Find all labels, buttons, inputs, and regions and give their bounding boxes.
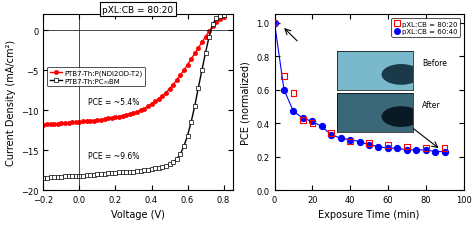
Point — [440, 150, 447, 154]
Point — [327, 132, 334, 135]
Point — [279, 88, 287, 92]
PTB7-Th:PC₇₀BM — [159, 166, 165, 169]
Point — [365, 143, 372, 147]
PTB7-Th:PC₇₀BM — [80, 175, 86, 177]
Y-axis label: PCE (normalized): PCE (normalized) — [240, 61, 250, 144]
Line: PTB7-Th:PC₇₀BM: PTB7-Th:PC₇₀BM — [41, 14, 225, 180]
Point — [298, 118, 306, 122]
X-axis label: Voltage (V): Voltage (V) — [111, 209, 165, 219]
Point — [355, 140, 363, 144]
PTB7-Th:P(NDI2OD-T2) — [170, 84, 176, 87]
Point — [402, 145, 410, 149]
PTB7-Th:P(NDI2OD-T2) — [217, 19, 222, 21]
Point — [289, 110, 297, 114]
Line: PTB7-Th:P(NDI2OD-T2): PTB7-Th:P(NDI2OD-T2) — [41, 16, 225, 127]
Point — [440, 147, 447, 150]
Point — [421, 148, 429, 152]
PTB7-Th:PC₇₀BM — [217, 16, 222, 18]
Point — [308, 122, 316, 125]
Point — [412, 148, 419, 152]
Legend: PTB7-Th:P(NDI2OD-T2), PTB7-Th:PC₇₀BM: PTB7-Th:P(NDI2OD-T2), PTB7-Th:PC₇₀BM — [47, 68, 145, 87]
PTB7-Th:P(NDI2OD-T2) — [40, 124, 46, 126]
Point — [317, 125, 325, 129]
Title: pXL:CB = 80:20: pXL:CB = 80:20 — [102, 6, 173, 14]
Point — [289, 92, 297, 95]
X-axis label: Exposure Time (min): Exposure Time (min) — [317, 209, 419, 219]
Legend: pXL:CB = 80:20, pXL:CB = 60:40: pXL:CB = 80:20, pXL:CB = 60:40 — [391, 19, 459, 38]
PTB7-Th:PC₇₀BM — [98, 173, 104, 176]
PTB7-Th:PC₇₀BM — [94, 173, 100, 176]
Point — [336, 137, 344, 140]
Point — [365, 142, 372, 145]
Point — [383, 147, 391, 150]
PTB7-Th:P(NDI2OD-T2) — [98, 119, 104, 122]
Text: After: After — [421, 101, 440, 110]
PTB7-Th:PC₇₀BM — [220, 15, 226, 17]
Point — [402, 148, 410, 152]
Point — [346, 138, 353, 142]
Text: PCE = ~5.4%: PCE = ~5.4% — [89, 97, 139, 106]
Point — [393, 147, 400, 150]
Point — [308, 120, 316, 124]
Point — [279, 75, 287, 79]
PTB7-Th:P(NDI2OD-T2) — [94, 119, 100, 122]
Text: Before: Before — [421, 59, 446, 68]
Point — [346, 140, 353, 144]
PTB7-Th:P(NDI2OD-T2) — [159, 95, 165, 98]
PTB7-Th:PC₇₀BM — [40, 177, 46, 180]
Point — [270, 22, 278, 25]
Y-axis label: Current Density (mA/cm²): Current Density (mA/cm²) — [6, 40, 16, 166]
PTB7-Th:P(NDI2OD-T2) — [220, 16, 226, 19]
PTB7-Th:P(NDI2OD-T2) — [80, 120, 86, 123]
PTB7-Th:PC₇₀BM — [170, 161, 176, 164]
Point — [383, 143, 391, 147]
Point — [374, 145, 381, 149]
Text: PCE = ~9.6%: PCE = ~9.6% — [89, 151, 139, 160]
Point — [298, 117, 306, 120]
Point — [327, 133, 334, 137]
Point — [270, 22, 278, 25]
Point — [421, 147, 429, 150]
Point — [430, 150, 438, 154]
